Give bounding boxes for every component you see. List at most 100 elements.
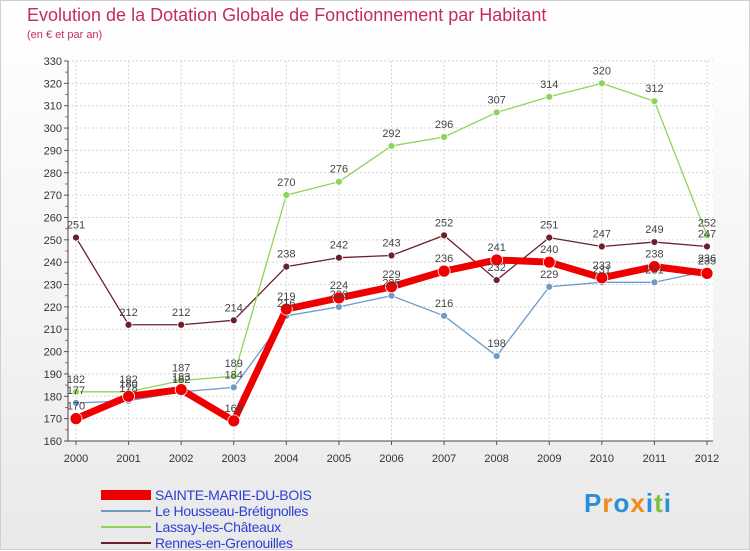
data-point (282, 262, 291, 271)
data-label: 235 (698, 255, 716, 267)
data-label: 296 (435, 119, 453, 131)
y-tick-label: 230 (44, 280, 62, 292)
data-point (227, 414, 241, 428)
data-point (335, 177, 343, 186)
data-point (542, 255, 556, 269)
x-tick-label: 2009 (537, 453, 561, 465)
data-label: 232 (487, 262, 505, 274)
legend-label: Rennes-en-Grenouilles (155, 535, 293, 551)
data-point (335, 302, 343, 311)
data-point (387, 142, 396, 150)
data-label: 242 (330, 240, 348, 252)
y-tick-label: 240 (44, 257, 62, 269)
logo-letter: P (584, 488, 603, 518)
data-point (490, 253, 504, 267)
chart-subtitle: (en € et par an) (27, 29, 103, 41)
data-point (229, 383, 238, 392)
data-point (72, 233, 80, 242)
data-label: 182 (172, 374, 190, 386)
data-point (72, 387, 80, 396)
data-label: 229 (382, 269, 400, 281)
data-label: 187 (172, 363, 190, 375)
data-label: 229 (540, 269, 558, 281)
data-label: 182 (67, 374, 85, 386)
data-point (492, 352, 501, 360)
data-label: 177 (67, 385, 85, 397)
y-tick-label: 270 (44, 190, 62, 202)
data-label: 169 (225, 403, 243, 415)
x-tick-label: 2011 (643, 453, 667, 465)
data-label: 270 (277, 177, 295, 189)
data-point (492, 108, 501, 117)
data-point (545, 233, 554, 242)
data-label: 252 (698, 217, 716, 229)
data-point (648, 260, 661, 274)
x-tick-label: 2001 (116, 453, 140, 465)
data-label: 312 (645, 83, 663, 95)
data-label: 216 (277, 298, 295, 310)
proxiti-logo: Proxiti (584, 488, 672, 519)
data-point (332, 291, 346, 305)
logo-letter: i (663, 488, 672, 518)
logo-letter: x (630, 488, 646, 518)
y-tick-label: 220 (44, 302, 62, 314)
data-label: 243 (382, 237, 400, 249)
data-point (650, 278, 659, 287)
x-tick-label: 2008 (484, 453, 508, 465)
data-point (595, 271, 609, 285)
y-tick-label: 190 (44, 369, 62, 381)
data-point (440, 231, 448, 240)
y-tick-label: 170 (44, 414, 62, 426)
chart-title: Evolution de la Dotation Globale de Fonc… (27, 5, 547, 25)
data-point (335, 253, 343, 262)
y-tick-label: 260 (44, 212, 62, 224)
data-label: 251 (67, 220, 85, 232)
data-label: 236 (435, 253, 453, 265)
y-tick-label: 210 (44, 324, 62, 336)
data-point (492, 276, 501, 284)
data-point (700, 266, 714, 280)
legend-swatch-sainte-marie (101, 490, 151, 500)
data-point (124, 320, 133, 329)
data-point (440, 133, 448, 141)
data-point (597, 242, 606, 251)
data-point (177, 320, 186, 329)
data-point (545, 282, 554, 291)
data-label: 219 (277, 291, 295, 303)
data-label: 189 (225, 358, 243, 370)
y-tick-label: 250 (44, 235, 62, 247)
data-point (545, 92, 554, 101)
data-label: 184 (225, 369, 243, 381)
data-point (703, 231, 711, 240)
logo-letter: t (654, 488, 664, 518)
y-tick-label: 160 (44, 436, 62, 448)
data-point (282, 191, 291, 200)
legend-swatch-lassay (101, 526, 151, 528)
legend-label: Lassay-les-Châteaux (155, 519, 281, 535)
x-tick-label: 2006 (379, 453, 403, 465)
logo-letter: r (602, 488, 614, 518)
data-label: 241 (487, 242, 505, 254)
data-label: 307 (487, 94, 505, 106)
legend-swatch-le-housseau (101, 510, 151, 512)
y-tick-label: 280 (44, 168, 62, 180)
y-tick-label: 200 (44, 347, 62, 359)
x-tick-label: 2004 (274, 453, 298, 465)
legend-label: SAINTE-MARIE-DU-BOIS (155, 487, 312, 503)
data-label: 233 (593, 260, 611, 272)
data-label: 214 (225, 302, 243, 314)
data-label: 178 (119, 383, 137, 395)
data-point (597, 79, 606, 88)
data-label: 231 (645, 264, 663, 276)
data-label: 216 (435, 298, 453, 310)
x-tick-label: 2000 (64, 453, 88, 465)
data-label: 182 (119, 374, 137, 386)
y-tick-label: 320 (44, 78, 62, 90)
data-point (387, 291, 396, 300)
data-point (437, 264, 451, 278)
x-tick-label: 2005 (327, 453, 351, 465)
data-label: 314 (540, 79, 558, 91)
data-label: 220 (330, 289, 348, 301)
data-point (72, 399, 80, 407)
